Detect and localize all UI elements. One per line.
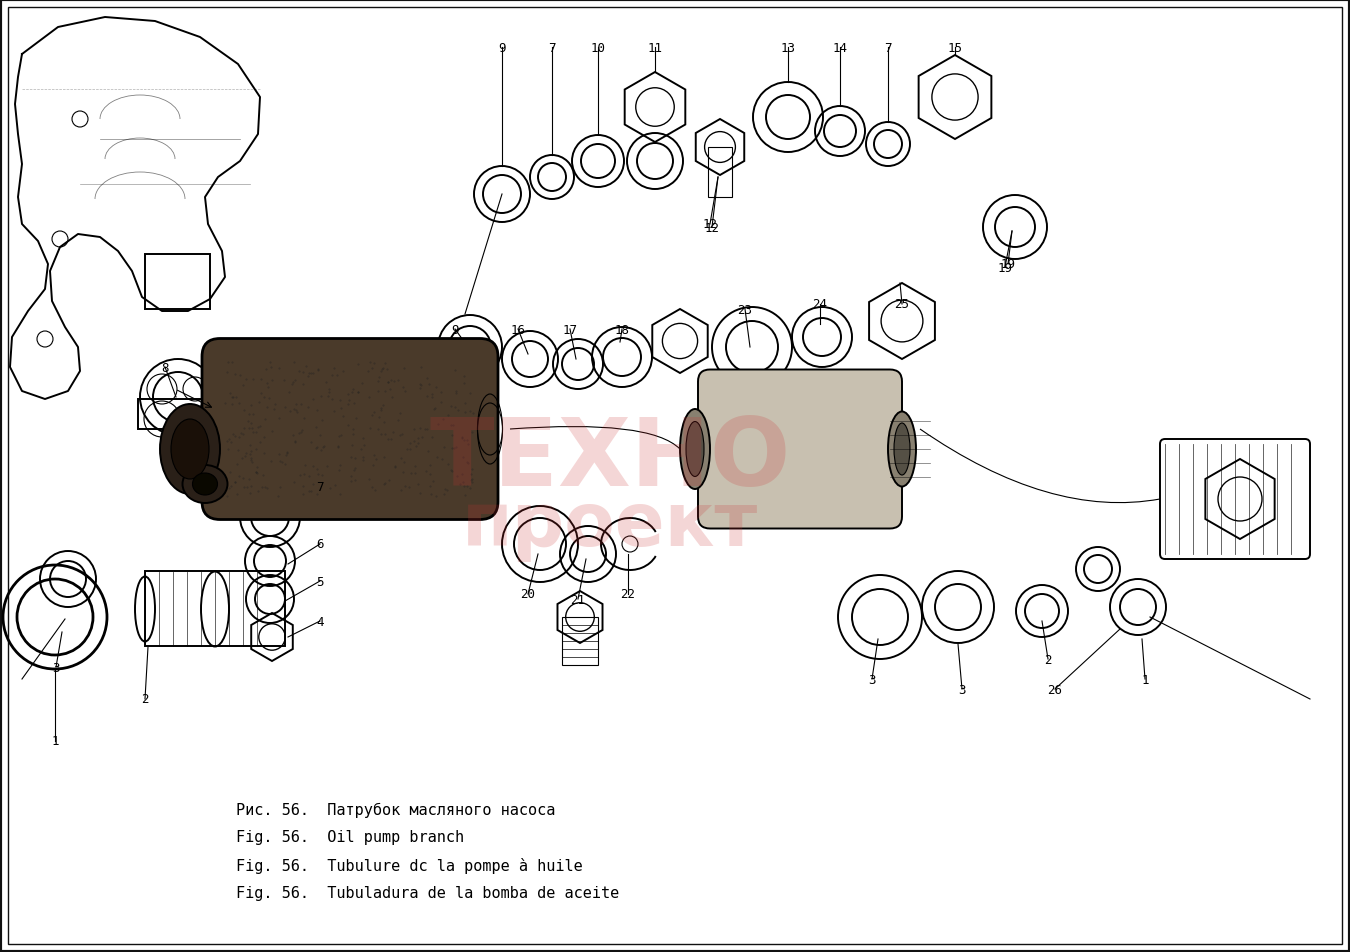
Text: 10: 10 — [590, 42, 606, 54]
Ellipse shape — [193, 473, 217, 495]
Text: 20: 20 — [521, 588, 536, 601]
Ellipse shape — [161, 405, 220, 494]
Text: 6: 6 — [316, 538, 324, 551]
Text: 26: 26 — [1048, 683, 1062, 696]
Text: 19: 19 — [1000, 258, 1015, 271]
Ellipse shape — [894, 424, 910, 475]
Text: 9: 9 — [451, 323, 459, 336]
FancyBboxPatch shape — [202, 339, 498, 520]
Bar — [144, 255, 211, 309]
Ellipse shape — [171, 420, 209, 480]
Ellipse shape — [686, 422, 703, 477]
Text: Fig. 56.  Tubulure dc la pompe à huile: Fig. 56. Tubulure dc la pompe à huile — [236, 857, 583, 873]
Text: Fig. 56.  Oil pump branch: Fig. 56. Oil pump branch — [236, 829, 464, 844]
Text: 21: 21 — [571, 593, 586, 605]
Text: 1: 1 — [1141, 673, 1149, 685]
Text: 24: 24 — [813, 298, 828, 311]
Text: 3: 3 — [868, 673, 876, 685]
Text: 19: 19 — [998, 261, 1012, 274]
Bar — [707, 148, 732, 198]
Text: 12: 12 — [705, 221, 720, 234]
Text: 16: 16 — [510, 323, 525, 336]
Text: 11: 11 — [648, 42, 663, 54]
Text: 5: 5 — [316, 575, 324, 588]
Text: 3: 3 — [53, 661, 59, 674]
Text: 9: 9 — [498, 42, 506, 54]
Text: 8: 8 — [161, 361, 169, 374]
Text: проект: проект — [462, 488, 759, 561]
Text: Fig. 56.  Tubuladura de la bomba de aceite: Fig. 56. Tubuladura de la bomba de aceit… — [236, 885, 620, 901]
FancyBboxPatch shape — [698, 370, 902, 529]
Text: 7: 7 — [548, 42, 556, 54]
Bar — [562, 617, 598, 665]
Text: 14: 14 — [833, 42, 848, 54]
Text: 15: 15 — [948, 42, 963, 54]
Text: 12: 12 — [702, 218, 717, 231]
Text: 23: 23 — [737, 303, 752, 316]
Text: 2: 2 — [142, 693, 148, 705]
Text: 2: 2 — [1045, 653, 1052, 665]
Text: 7: 7 — [316, 481, 324, 494]
Text: 1: 1 — [51, 735, 59, 747]
Text: ТЕХНО: ТЕХНО — [429, 413, 791, 506]
Text: 7: 7 — [884, 42, 892, 54]
Bar — [144, 571, 285, 646]
Text: 22: 22 — [621, 588, 636, 601]
Ellipse shape — [888, 412, 917, 487]
Ellipse shape — [680, 409, 710, 489]
Text: 13: 13 — [780, 42, 795, 54]
Text: 17: 17 — [563, 323, 578, 336]
Text: Рис. 56.  Патрубок масляного насоса: Рис. 56. Патрубок масляного насоса — [236, 802, 556, 817]
Bar — [138, 400, 217, 429]
Text: 18: 18 — [614, 323, 629, 336]
Ellipse shape — [182, 466, 228, 504]
Text: 3: 3 — [958, 683, 965, 696]
Text: 4: 4 — [316, 615, 324, 627]
Text: 25: 25 — [895, 298, 910, 311]
